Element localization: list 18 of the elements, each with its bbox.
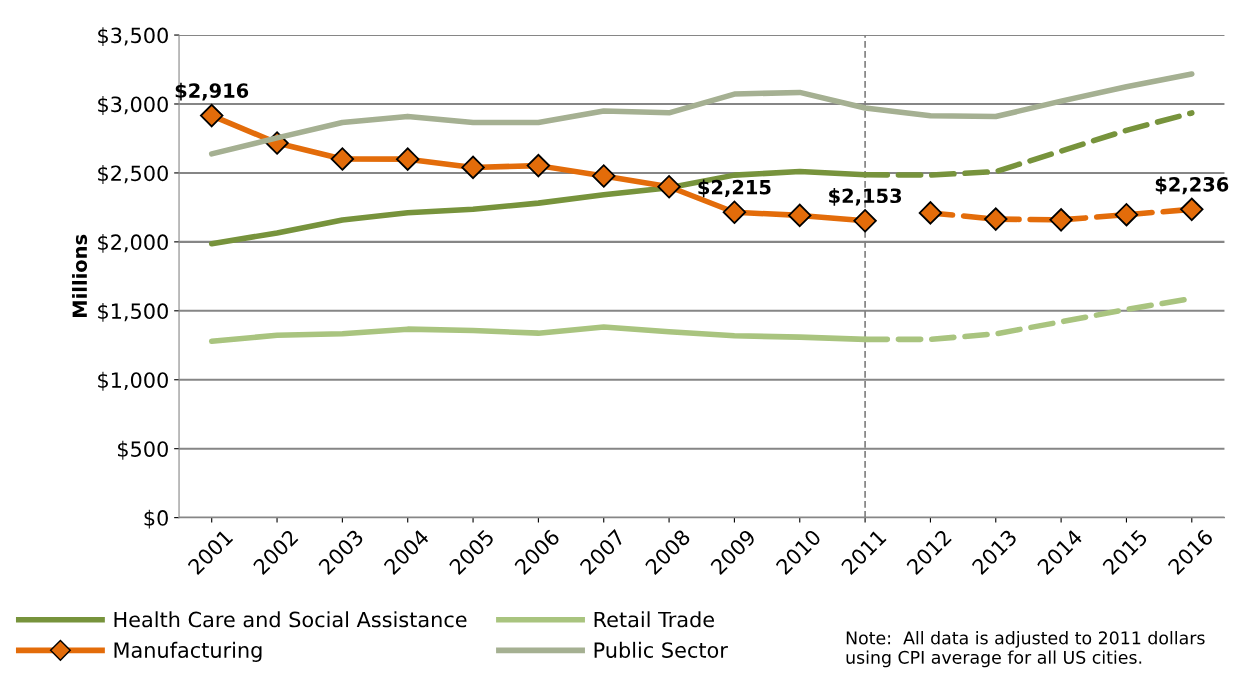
y-tick-label: $3,500 xyxy=(98,27,168,47)
y-tick-label: $3,000 xyxy=(98,96,168,115)
legend-label: Health Care and Social Assistance xyxy=(114,611,467,628)
legend-label: Manufacturing xyxy=(114,641,262,662)
y-tick-label: $0 xyxy=(144,509,168,529)
y-tick-label: $1,500 xyxy=(98,302,168,322)
data-label: $2,916 xyxy=(175,82,249,101)
y-tick-label: $500 xyxy=(118,440,168,460)
legend-label: Retail Trade xyxy=(594,611,715,628)
y-tick-label: $1,000 xyxy=(98,371,168,391)
data-label: $2,153 xyxy=(829,188,902,206)
y-tick-label: $2,500 xyxy=(98,165,168,184)
text: Note: All data is adjusted to 2011 dollars using CPI average for all US cities. xyxy=(846,631,1205,668)
y-tick-label: $2,000 xyxy=(98,233,168,253)
y-axis-title: Millions xyxy=(72,234,88,317)
data-label: $2,215 xyxy=(698,179,771,198)
legend-label: Public Sector xyxy=(594,641,728,658)
data-label: $2,236 xyxy=(1155,176,1229,195)
